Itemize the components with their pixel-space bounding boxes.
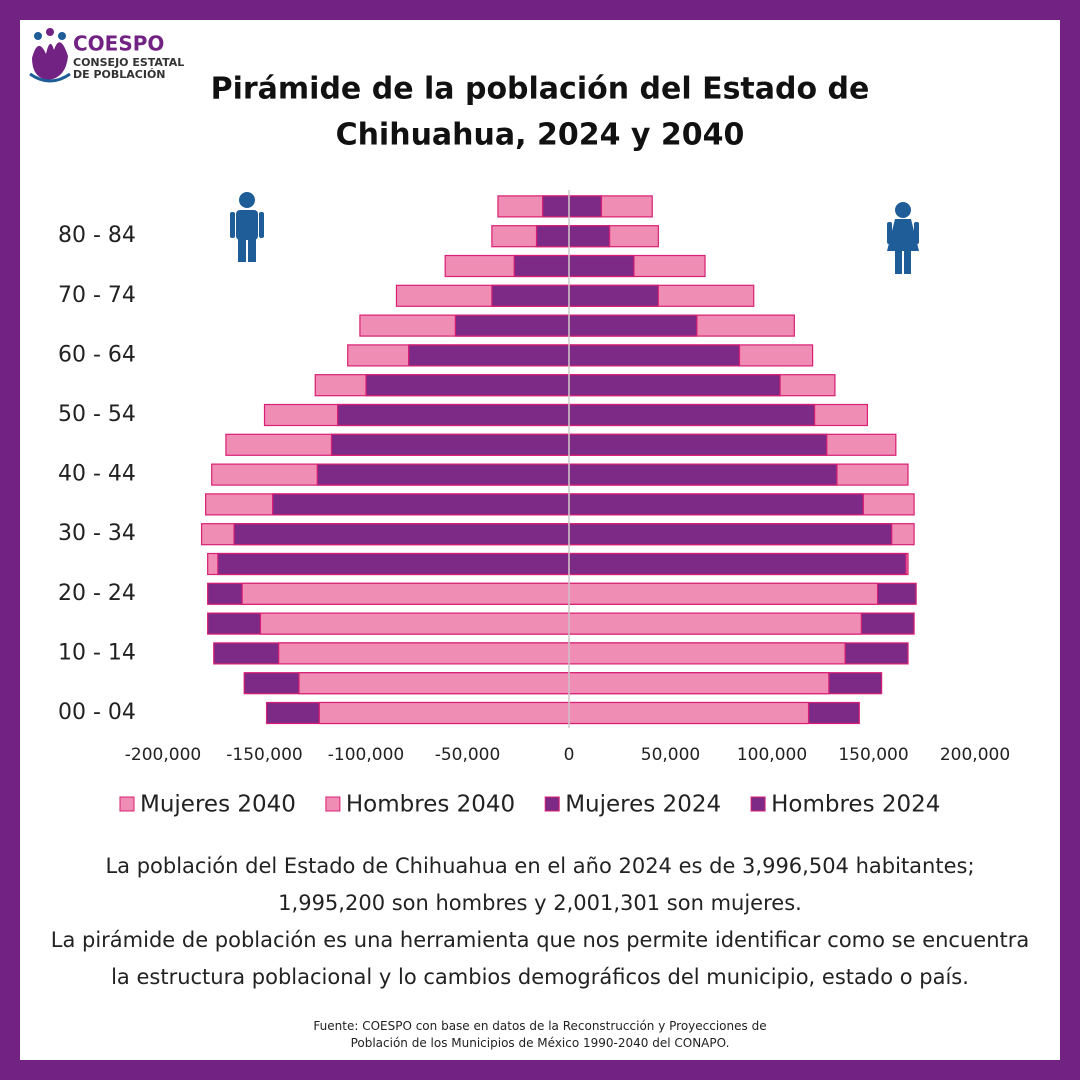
bar bbox=[217, 552, 570, 576]
description: La población del Estado de Chihuahua en … bbox=[20, 848, 1060, 996]
bar bbox=[408, 344, 570, 367]
bar bbox=[513, 254, 570, 278]
x-tick-label: -100,000 bbox=[328, 745, 404, 765]
bar bbox=[336, 403, 570, 427]
y-tick-label: 20 - 24 bbox=[58, 581, 136, 606]
source-line: Población de los Municipios de México 19… bbox=[350, 1036, 730, 1050]
bar bbox=[568, 403, 816, 427]
x-tick-label: 50,000 bbox=[641, 745, 700, 765]
chart-title: Pirámide de la población del Estado de bbox=[211, 72, 870, 107]
bar bbox=[365, 374, 570, 397]
description-line: La población del Estado de Chihuahua en … bbox=[105, 854, 975, 878]
chart-title: Chihuahua, 2024 y 2040 bbox=[336, 118, 745, 153]
x-tick-label: 0 bbox=[564, 745, 575, 765]
female-icon bbox=[887, 202, 919, 274]
bar bbox=[568, 582, 879, 605]
bar bbox=[568, 314, 698, 337]
bar bbox=[316, 463, 570, 486]
bar bbox=[568, 552, 907, 576]
x-tick-label: 150,000 bbox=[838, 745, 908, 765]
bar bbox=[318, 701, 570, 725]
y-tick-label: 80 - 84 bbox=[58, 223, 136, 248]
bar bbox=[298, 672, 570, 695]
source-line: Fuente: COESPO con base en datos de la R… bbox=[313, 1019, 767, 1033]
x-tick-label: 100,000 bbox=[737, 745, 807, 765]
logo-line: DE POBLACIÓN bbox=[73, 68, 166, 81]
legend-label: Mujeres 2024 bbox=[565, 792, 721, 818]
bar bbox=[330, 433, 570, 456]
bar bbox=[535, 225, 570, 248]
bar bbox=[568, 701, 810, 725]
bar bbox=[568, 344, 741, 367]
x-tick-label: -200,000 bbox=[125, 745, 201, 765]
bar bbox=[568, 523, 893, 546]
bar bbox=[568, 493, 864, 516]
bar bbox=[568, 225, 611, 248]
legend-label: Hombres 2040 bbox=[346, 792, 515, 818]
x-tick-label: -150,000 bbox=[226, 745, 302, 765]
bar bbox=[568, 374, 781, 397]
description-line: la estructura poblacional y lo cambios d… bbox=[111, 965, 969, 989]
legend-label: Mujeres 2040 bbox=[140, 792, 296, 818]
bar bbox=[278, 642, 570, 665]
y-tick-label: 40 - 44 bbox=[58, 462, 136, 487]
y-tick-label: 70 - 74 bbox=[58, 283, 136, 308]
y-tick-label: 10 - 14 bbox=[58, 640, 136, 665]
bar bbox=[568, 284, 659, 307]
source: Fuente: COESPO con base en datos de la R… bbox=[20, 1018, 1060, 1052]
y-tick-label: 00 - 04 bbox=[58, 700, 136, 725]
legend-swatch bbox=[750, 796, 766, 812]
legend-swatch bbox=[544, 796, 560, 812]
x-tick-label: -50,000 bbox=[435, 745, 501, 765]
legend-item: Mujeres 2024 bbox=[544, 792, 721, 818]
x-tick-label: 200,000 bbox=[940, 745, 1010, 765]
bar bbox=[241, 582, 570, 605]
bar bbox=[568, 672, 830, 695]
legend-swatch bbox=[325, 796, 341, 812]
bar bbox=[491, 284, 570, 307]
bar bbox=[568, 254, 635, 278]
y-tick-label: 50 - 54 bbox=[58, 402, 136, 427]
y-tick-label: 60 - 64 bbox=[58, 342, 136, 367]
bar bbox=[542, 195, 570, 218]
male-icon bbox=[230, 192, 264, 262]
bar bbox=[454, 314, 570, 337]
legend-item: Hombres 2024 bbox=[750, 792, 940, 818]
logo-line: CONSEJO ESTATAL bbox=[73, 56, 184, 69]
description-line: 1,995,200 son hombres y 2,001,301 son mu… bbox=[278, 891, 802, 915]
bar bbox=[568, 612, 862, 635]
y-tick-label: 30 - 34 bbox=[58, 521, 136, 546]
bar bbox=[568, 195, 603, 218]
bar bbox=[259, 612, 570, 635]
bar bbox=[272, 493, 570, 516]
legend-item: Mujeres 2040 bbox=[119, 792, 296, 818]
bar bbox=[568, 433, 828, 456]
legend-swatch bbox=[119, 796, 135, 812]
chart: COESPO CONSEJO ESTATAL DE POBLACIÓN Pirá… bbox=[29, 28, 1010, 818]
legend-label: Hombres 2024 bbox=[771, 792, 940, 818]
description-line: La pirámide de población es una herramie… bbox=[50, 928, 1030, 952]
logo: COESPO CONSEJO ESTATAL DE POBLACIÓN bbox=[29, 28, 184, 83]
logo-name: COESPO bbox=[73, 32, 164, 56]
legend-item: Hombres 2040 bbox=[325, 792, 515, 818]
bar bbox=[233, 523, 570, 546]
bar bbox=[568, 642, 846, 665]
bar bbox=[568, 463, 838, 486]
